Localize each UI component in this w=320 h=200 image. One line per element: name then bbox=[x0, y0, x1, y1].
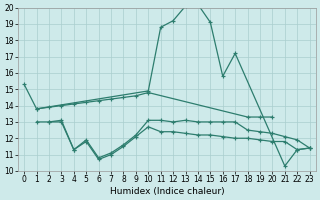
X-axis label: Humidex (Indice chaleur): Humidex (Indice chaleur) bbox=[109, 187, 224, 196]
